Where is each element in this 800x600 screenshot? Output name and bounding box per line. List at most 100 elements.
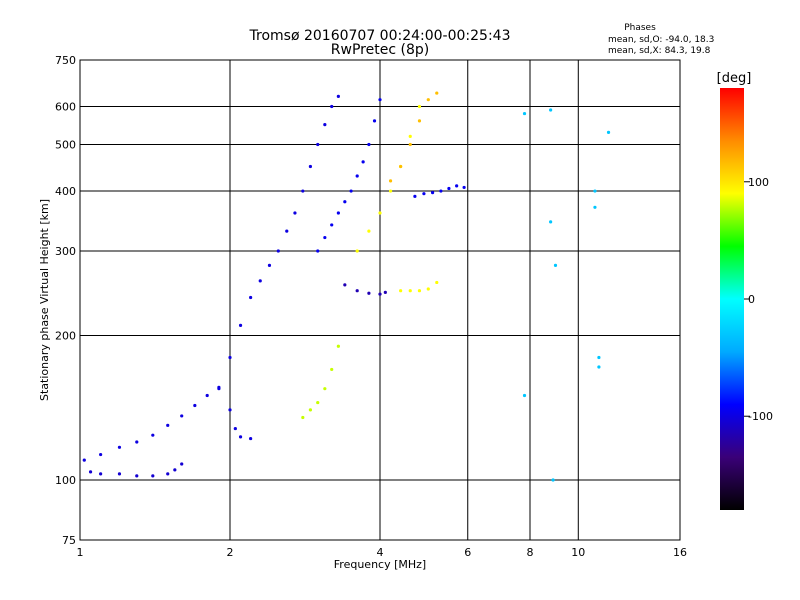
data-point bbox=[228, 355, 232, 360]
data-point bbox=[233, 426, 237, 431]
data-point bbox=[462, 185, 466, 190]
data-point bbox=[166, 423, 170, 427]
data-point bbox=[447, 186, 451, 191]
data-point bbox=[301, 189, 305, 193]
data-point bbox=[173, 468, 177, 472]
chart-subtitle: RwPretec (8p) bbox=[331, 42, 429, 58]
x-tick-label: 1 bbox=[77, 546, 84, 559]
y-tick-label: 300 bbox=[55, 245, 76, 258]
data-point bbox=[378, 98, 382, 102]
data-point bbox=[522, 393, 527, 398]
data-point bbox=[308, 164, 313, 169]
chart-title: Tromsø 20160707 00:24:00-00:25:43 bbox=[249, 28, 511, 44]
data-point bbox=[180, 462, 184, 466]
data-point bbox=[430, 191, 435, 195]
data-point bbox=[99, 452, 103, 457]
data-point bbox=[549, 108, 553, 112]
data-point bbox=[383, 290, 387, 294]
data-point bbox=[435, 280, 439, 285]
data-point bbox=[258, 279, 262, 283]
y-tick-label: 400 bbox=[55, 185, 76, 198]
grid bbox=[80, 60, 680, 540]
data-point bbox=[361, 160, 365, 164]
y-tick-label: 600 bbox=[55, 101, 76, 114]
data-point bbox=[135, 474, 139, 478]
x-tick-label: 4 bbox=[377, 546, 384, 559]
data-point bbox=[597, 365, 601, 369]
data-point bbox=[417, 119, 422, 123]
data-point bbox=[408, 289, 412, 293]
data-point bbox=[455, 184, 459, 188]
data-point bbox=[355, 174, 359, 178]
y-tick-label: 75 bbox=[62, 534, 76, 547]
colorbar-tick-label: 0 bbox=[748, 293, 755, 306]
data-point bbox=[439, 189, 443, 193]
data-point bbox=[238, 435, 243, 439]
data-point bbox=[293, 211, 297, 215]
y-axis-label: Stationary phase Virtual Height [km] bbox=[38, 199, 51, 401]
data-point bbox=[330, 104, 334, 109]
data-point bbox=[549, 220, 553, 224]
data-point bbox=[336, 94, 340, 98]
colorbar-label: [deg] bbox=[717, 71, 752, 86]
data-point bbox=[88, 470, 93, 474]
stats-heading: Phases bbox=[624, 23, 656, 33]
data-point bbox=[593, 189, 597, 193]
data-point bbox=[228, 408, 232, 412]
data-point bbox=[408, 134, 412, 138]
colorbar bbox=[720, 88, 744, 510]
data-point bbox=[151, 474, 155, 478]
data-points bbox=[82, 91, 611, 482]
data-point bbox=[553, 263, 558, 267]
data-point bbox=[276, 249, 280, 253]
y-tick-label: 500 bbox=[55, 139, 76, 152]
colorbar-ticks: 100 0 -100 bbox=[744, 176, 773, 423]
data-point bbox=[426, 287, 430, 291]
data-point bbox=[355, 289, 359, 293]
data-point bbox=[349, 189, 353, 193]
data-point bbox=[323, 235, 327, 240]
y-tick-label: 750 bbox=[55, 54, 76, 67]
data-point bbox=[316, 249, 320, 253]
data-point bbox=[336, 344, 340, 348]
colorbar-tick-label: -100 bbox=[748, 410, 773, 423]
x-tick-label: 10 bbox=[571, 546, 585, 559]
data-point bbox=[417, 289, 422, 293]
x-axis-ticks: 1 2 4 6 8 10 16 bbox=[77, 546, 688, 559]
colorbar-tick-label: 100 bbox=[748, 176, 769, 189]
data-point bbox=[422, 192, 426, 196]
data-point bbox=[330, 223, 334, 227]
data-point bbox=[372, 119, 377, 123]
data-point bbox=[336, 211, 340, 215]
data-point bbox=[367, 142, 371, 147]
data-point bbox=[135, 440, 139, 444]
data-point bbox=[330, 367, 334, 372]
data-point bbox=[217, 387, 221, 391]
data-point bbox=[180, 414, 184, 418]
data-point bbox=[408, 142, 412, 147]
y-tick-label: 200 bbox=[55, 330, 76, 343]
data-point bbox=[593, 205, 597, 209]
stats-x-mode: mean, sd,X: 84.3, 19.8 bbox=[608, 46, 711, 56]
data-point bbox=[355, 249, 359, 253]
data-point bbox=[316, 400, 320, 405]
x-tick-label: 16 bbox=[673, 546, 687, 559]
data-point bbox=[285, 229, 289, 233]
data-point bbox=[205, 393, 209, 398]
data-point bbox=[417, 104, 422, 109]
data-point bbox=[399, 164, 403, 169]
data-point bbox=[323, 123, 327, 127]
data-point bbox=[82, 458, 86, 462]
data-point bbox=[551, 478, 555, 482]
data-point bbox=[301, 415, 305, 420]
data-point bbox=[323, 387, 327, 391]
data-point bbox=[151, 433, 155, 437]
data-point bbox=[388, 189, 393, 193]
data-point bbox=[426, 98, 430, 102]
data-point bbox=[249, 436, 253, 441]
data-point bbox=[367, 291, 371, 295]
data-point bbox=[308, 408, 313, 412]
data-point bbox=[316, 142, 320, 147]
y-axis-ticks: 75 100 200 300 400 500 600 750 bbox=[55, 54, 76, 547]
